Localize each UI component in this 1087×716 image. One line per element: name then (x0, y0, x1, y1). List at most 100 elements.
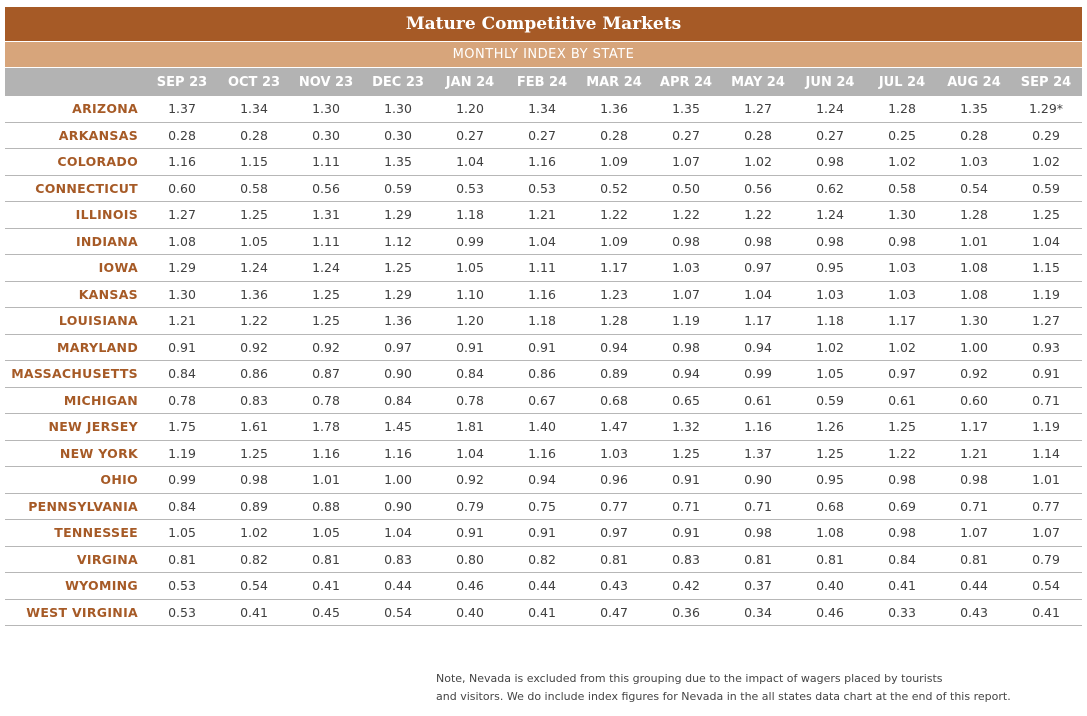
index-value-cell: 1.14 (1010, 440, 1082, 467)
index-value-cell: 1.34 (506, 96, 578, 123)
index-value-cell: 0.81 (938, 546, 1010, 573)
index-value-cell: 0.71 (938, 493, 1010, 520)
index-value-cell: 1.05 (290, 519, 362, 547)
month-column-header: JUL 24 (866, 68, 938, 96)
page-title: Mature Competitive Markets (5, 7, 1082, 41)
index-value-cell: 1.24 (794, 96, 866, 123)
index-value-cell: 0.86 (506, 360, 578, 388)
index-value-cell: 0.42 (650, 572, 722, 600)
index-value-cell: 0.94 (650, 360, 722, 388)
index-value-cell: 0.60 (146, 175, 218, 202)
index-value-cell: 1.40 (506, 413, 578, 441)
index-value-cell: 0.43 (578, 572, 650, 600)
index-value-cell: 0.41 (506, 599, 578, 626)
table-row: NEW YORK 1.19 1.25 1.16 1.16 1.04 1.16 1.03 1.25… (5, 440, 1082, 467)
index-value-cell: 0.83 (218, 387, 290, 414)
index-value-cell: 0.90 (722, 466, 794, 494)
state-name-cell: TENNESSEE (5, 519, 146, 547)
index-value-cell: 0.80 (434, 546, 506, 573)
index-value-cell: 0.82 (506, 546, 578, 573)
index-value-cell: 1.25 (1010, 201, 1082, 229)
index-value-cell: 0.46 (794, 599, 866, 626)
table-row: COLORADO 1.16 1.15 1.11 1.35 1.04 1.16 1.09 1.07… (5, 148, 1082, 176)
month-column-header: OCT 23 (218, 68, 290, 96)
index-value-cell: 0.59 (362, 175, 434, 202)
index-value-cell: 1.18 (434, 201, 506, 229)
index-value-cell: 1.25 (218, 201, 290, 229)
state-name-cell: IOWA (5, 254, 146, 282)
index-value-cell: 0.77 (578, 493, 650, 520)
index-value-cell: 0.91 (434, 334, 506, 361)
index-value-cell: 0.37 (722, 572, 794, 600)
index-value-cell: 0.40 (434, 599, 506, 626)
state-name-cell: VIRGINA (5, 546, 146, 573)
state-column-header (5, 68, 146, 96)
table-row: IOWA 1.29 1.24 1.24 1.25 1.05 1.11 1.17 1.03 0.97… (5, 254, 1082, 282)
index-value-cell: 1.19 (146, 440, 218, 467)
month-column-header: MAY 24 (722, 68, 794, 96)
index-value-cell: 0.33 (866, 599, 938, 626)
index-value-cell: 1.08 (794, 519, 866, 547)
index-value-cell: 1.25 (866, 413, 938, 441)
index-value-cell: 1.29* (1010, 96, 1082, 123)
index-value-cell: 0.81 (794, 546, 866, 573)
index-value-cell: 1.21 (506, 201, 578, 229)
index-value-cell: 0.90 (362, 493, 434, 520)
index-value-cell: 0.91 (1010, 360, 1082, 388)
index-value-cell: 1.07 (938, 519, 1010, 547)
index-value-cell: 1.16 (290, 440, 362, 467)
index-value-cell: 1.22 (578, 201, 650, 229)
month-column-header: SEP 24 (1010, 68, 1082, 96)
index-value-cell: 1.17 (722, 307, 794, 335)
index-value-cell: 0.84 (146, 493, 218, 520)
index-value-cell: 1.27 (1010, 307, 1082, 335)
index-value-cell: 1.12 (362, 228, 434, 255)
index-value-cell: 1.02 (218, 519, 290, 547)
index-value-cell: 1.16 (506, 440, 578, 467)
index-value-cell: 0.98 (866, 519, 938, 547)
index-value-cell: 1.47 (578, 413, 650, 441)
index-value-cell: 0.92 (290, 334, 362, 361)
index-value-cell: 1.30 (146, 281, 218, 308)
table-row: MICHIGAN 0.78 0.83 0.78 0.84 0.78 0.67 0.68 0.65… (5, 387, 1082, 414)
index-value-cell: 0.28 (578, 122, 650, 149)
index-value-cell: 0.98 (722, 519, 794, 547)
index-value-cell: 1.26 (794, 413, 866, 441)
index-value-cell: 0.97 (866, 360, 938, 388)
footnote: Note, Nevada is excluded from this group… (436, 670, 1076, 706)
index-value-cell: 1.08 (938, 281, 1010, 308)
index-value-cell: 0.89 (578, 360, 650, 388)
index-value-cell: 0.88 (290, 493, 362, 520)
monthly-index-table: SEP 23 OCT 23 NOV 23 DEC 23 JAN 24 FEB 24 MAR … (5, 68, 1082, 626)
index-value-cell: 1.37 (722, 440, 794, 467)
index-value-cell: 1.04 (362, 519, 434, 547)
table-row: WEST VIRGINIA 0.53 0.41 0.45 0.54 0.40 0.41 0.4… (5, 599, 1082, 626)
index-value-cell: 1.16 (722, 413, 794, 441)
index-value-cell: 0.54 (938, 175, 1010, 202)
index-value-cell: 0.79 (1010, 546, 1082, 573)
index-value-cell: 1.01 (1010, 466, 1082, 494)
index-value-cell: 0.91 (146, 334, 218, 361)
index-value-cell: 1.03 (578, 440, 650, 467)
index-value-cell: 0.99 (722, 360, 794, 388)
index-value-cell: 0.30 (290, 122, 362, 149)
index-value-cell: 0.77 (1010, 493, 1082, 520)
index-value-cell: 1.32 (650, 413, 722, 441)
index-value-cell: 1.19 (1010, 413, 1082, 441)
index-value-cell: 1.04 (434, 440, 506, 467)
index-value-cell: 1.19 (1010, 281, 1082, 308)
index-value-cell: 0.98 (794, 148, 866, 176)
month-column-header: NOV 23 (290, 68, 362, 96)
index-value-cell: 1.30 (290, 96, 362, 123)
index-value-cell: 0.59 (794, 387, 866, 414)
index-value-cell: 1.15 (1010, 254, 1082, 282)
index-value-cell: 1.27 (722, 96, 794, 123)
index-value-cell: 1.05 (218, 228, 290, 255)
index-value-cell: 1.35 (362, 148, 434, 176)
month-column-header: MAR 24 (578, 68, 650, 96)
state-name-cell: ILLINOIS (5, 201, 146, 229)
index-value-cell: 0.84 (146, 360, 218, 388)
index-value-cell: 1.81 (434, 413, 506, 441)
month-column-header: JUN 24 (794, 68, 866, 96)
index-value-cell: 0.75 (506, 493, 578, 520)
